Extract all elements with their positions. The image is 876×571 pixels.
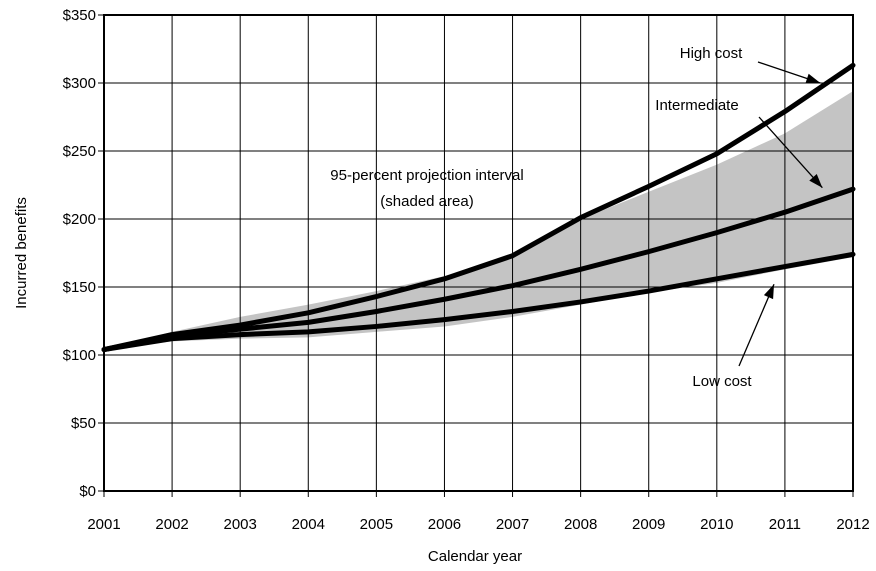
- y-axis-title: Incurred benefits: [13, 197, 30, 309]
- plot-frame: [103, 14, 854, 492]
- x-tick-label: 2005: [360, 516, 393, 533]
- low-cost-arrowhead: [763, 284, 775, 300]
- y-tick-label: $100: [63, 347, 96, 364]
- interval-annotation-line2: (shaded area): [380, 193, 473, 210]
- series-line-low-cost: [101, 251, 856, 353]
- interval-annotation-line1: 95-percent projection interval: [330, 167, 523, 184]
- x-tick-label: 2008: [564, 516, 597, 533]
- x-tick-label: 2002: [155, 516, 188, 533]
- tick-labels: 2001 2002 2003 2004 2005 2006 2007 2008 2009 2010…: [63, 7, 870, 533]
- x-tick-label: 2003: [223, 516, 256, 533]
- low-cost-arrow-line: [738, 284, 775, 367]
- x-tick-label: 2006: [428, 516, 461, 533]
- x-tick-label: 2009: [632, 516, 665, 533]
- y-tick-label: $300: [63, 75, 96, 92]
- series-lines: [101, 62, 856, 353]
- x-tick-label: 2001: [87, 516, 120, 533]
- intermediate-arrow-line: [758, 116, 823, 189]
- x-tick-label: 2004: [292, 516, 325, 533]
- y-tick-label: $350: [63, 7, 96, 24]
- projection-interval-band: [104, 91, 853, 350]
- high-cost-arrowhead: [805, 73, 821, 84]
- high-cost-annotation: High cost: [680, 45, 743, 62]
- x-axis-title: Calendar year: [428, 548, 522, 565]
- x-tick-label: 2011: [769, 516, 801, 533]
- low-cost-annotation: Low cost: [692, 373, 752, 390]
- series-line-high-cost: [101, 62, 856, 353]
- y-tick-label: $150: [63, 279, 96, 296]
- y-tick-label: $50: [71, 415, 96, 432]
- x-tick-label: 2010: [700, 516, 733, 533]
- projection-interval-layer: [104, 91, 853, 350]
- y-tick-label: $250: [63, 143, 96, 160]
- x-tick-label: 2012: [836, 516, 869, 533]
- intermediate-arrowhead: [809, 173, 823, 188]
- x-tick-label: 2007: [496, 516, 529, 533]
- axes: [98, 14, 854, 497]
- y-tick-label: $0: [79, 483, 96, 500]
- y-tick-label: $200: [63, 211, 96, 228]
- gridlines: [104, 15, 853, 491]
- series-line-intermediate: [101, 186, 856, 353]
- annotation-arrows: [738, 61, 823, 367]
- intermediate-annotation: Intermediate: [655, 97, 738, 114]
